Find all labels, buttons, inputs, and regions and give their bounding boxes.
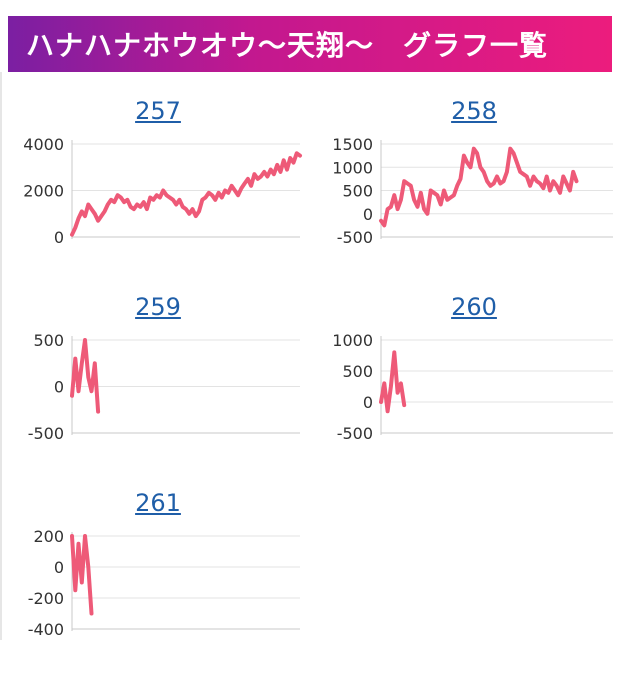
y-tick-label: 0 xyxy=(54,228,64,247)
line-chart: 0 2000 4000 xyxy=(0,96,316,292)
y-tick-label: -200 xyxy=(28,589,64,608)
line-chart: -500 0 500 xyxy=(0,292,316,488)
line-chart: -400 -200 0 200 xyxy=(0,488,316,640)
series-line xyxy=(72,536,92,614)
line-chart: -500 0 500 1000 xyxy=(316,292,632,488)
y-tick-label: 4000 xyxy=(23,135,64,154)
y-tick-label: 0 xyxy=(54,378,64,397)
y-tick-label: 200 xyxy=(33,527,64,546)
y-tick-label: 500 xyxy=(33,331,64,350)
page-title: ハナハナホウオウ〜天翔〜 グラフ一覧 xyxy=(26,24,548,64)
series-line xyxy=(72,153,300,234)
page-header: ハナハナホウオウ〜天翔〜 グラフ一覧 xyxy=(8,16,612,72)
y-tick-label: -400 xyxy=(28,620,64,639)
y-tick-label: -500 xyxy=(337,228,373,247)
y-tick-label: 1000 xyxy=(332,331,373,350)
y-tick-label: 500 xyxy=(342,362,373,381)
y-tick-label: -500 xyxy=(337,424,373,443)
y-tick-label: 0 xyxy=(54,558,64,577)
y-tick-label: 0 xyxy=(363,205,373,224)
y-tick-label: 500 xyxy=(342,182,373,201)
y-tick-label: 1500 xyxy=(332,135,373,154)
y-tick-label: 0 xyxy=(363,393,373,412)
series-line xyxy=(72,340,98,412)
y-tick-label: 1000 xyxy=(332,158,373,177)
y-tick-label: -500 xyxy=(28,424,64,443)
line-chart: -500 0 500 1000 1500 xyxy=(316,96,632,292)
y-tick-label: 2000 xyxy=(23,182,64,201)
